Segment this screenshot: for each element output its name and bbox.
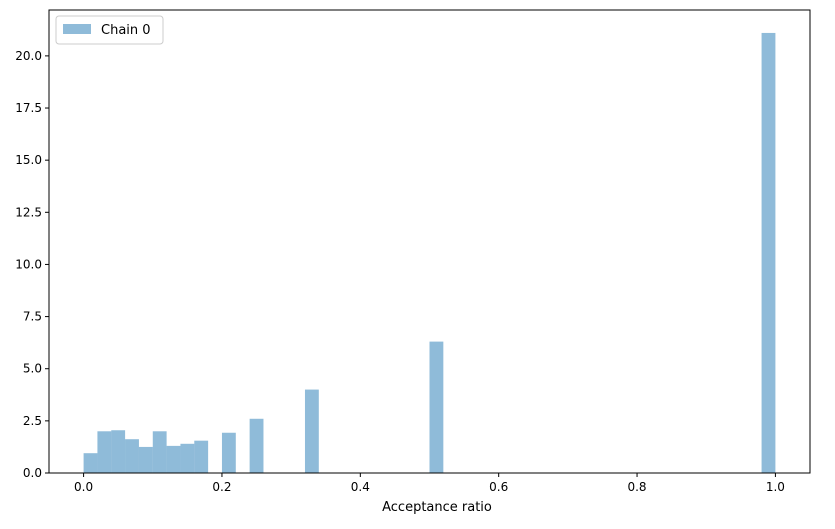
histogram-bar bbox=[97, 431, 112, 473]
y-tick-label: 17.5 bbox=[15, 101, 42, 115]
histogram-bar bbox=[166, 445, 181, 473]
histogram-bars bbox=[83, 32, 776, 474]
histogram-bar bbox=[138, 446, 153, 473]
y-tick-label: 10.0 bbox=[15, 257, 42, 271]
x-axis-ticks: 0.0 0.2 0.4 0.6 0.8 1.0 bbox=[74, 473, 785, 494]
x-tick-label: 0.8 bbox=[627, 480, 646, 494]
legend-swatch bbox=[63, 24, 91, 34]
y-tick-label: 15.0 bbox=[15, 153, 42, 167]
x-tick-label: 1.0 bbox=[766, 480, 785, 494]
x-axis-label: Acceptance ratio bbox=[382, 500, 492, 515]
y-tick-label: 7.5 bbox=[23, 310, 42, 324]
y-tick-label: 12.5 bbox=[15, 205, 42, 219]
x-tick-label: 0.2 bbox=[212, 480, 231, 494]
histogram-bar bbox=[304, 389, 319, 473]
plot-frame bbox=[48, 9, 811, 474]
histogram-bar bbox=[429, 341, 444, 473]
histogram-bar bbox=[194, 440, 209, 473]
y-tick-label: 0.0 bbox=[23, 466, 42, 480]
histogram-bar bbox=[249, 418, 264, 473]
histogram-bar bbox=[221, 432, 236, 473]
x-tick-label: 0.6 bbox=[489, 480, 508, 494]
y-tick-label: 2.5 bbox=[23, 414, 42, 428]
histogram-bar bbox=[125, 439, 139, 473]
legend-entry-label: Chain 0 bbox=[101, 23, 151, 38]
histogram-bar bbox=[180, 443, 195, 473]
histogram-bar bbox=[83, 453, 98, 473]
histogram-bar bbox=[111, 430, 126, 473]
x-tick-label: 0.0 bbox=[74, 480, 93, 494]
y-tick-label: 20.0 bbox=[15, 49, 42, 63]
x-tick-label: 0.4 bbox=[351, 480, 370, 494]
y-tick-label: 5.0 bbox=[23, 362, 42, 376]
legend: Chain 0 bbox=[55, 15, 164, 45]
histogram-bar bbox=[152, 431, 167, 473]
legend-box bbox=[55, 15, 164, 45]
y-axis-ticks: 0.0 2.5 5.0 7.5 10.0 12.5 15.0 17.5 20.0 bbox=[15, 49, 49, 480]
histogram-bar bbox=[761, 32, 776, 474]
